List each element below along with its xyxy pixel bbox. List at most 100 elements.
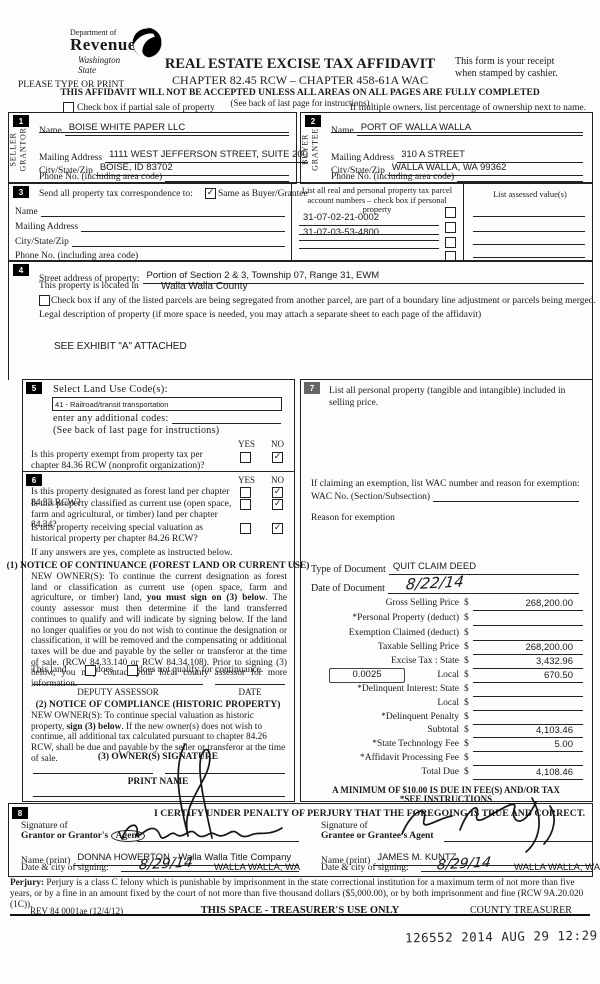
date-of-document-field[interactable]: 8/22/14 [387,572,579,594]
logo-agency-line1: Department of [70,28,117,37]
assessed-value-line-2[interactable] [473,231,585,232]
taxable-field[interactable]: 268,200.00 [473,642,583,655]
subtotal-label: Subtotal [427,725,459,735]
personal-deduct-field[interactable] [473,613,583,626]
s6-q3-no-checkbox[interactable]: ✓ [272,523,283,534]
seller-city-field[interactable]: BOISE, ID 83702 [95,157,289,176]
parcel-personal-checkbox-4[interactable] [445,251,456,262]
seller-mailing-label: Mailing Address [39,153,103,163]
gross-field[interactable]: 268,200.00 [473,598,583,611]
parcel-personal-checkbox-3[interactable] [445,237,456,248]
buyer-name2-field[interactable] [331,132,583,133]
does-not-qualify-checkbox[interactable] [127,665,138,676]
buyer-phone-field[interactable] [457,170,583,182]
excise-state-label: Excise Tax : State [390,656,459,666]
county-treasurer-label: COUNTY TREASURER [470,905,572,916]
penalty-field[interactable] [473,712,583,725]
s6-q1-yes-checkbox[interactable] [240,487,251,498]
seller-mailing-field[interactable]: 1111 WEST JEFFERSON STREET, SUITE 200 [105,144,308,163]
grantee-date-city-line[interactable] [421,871,592,872]
seller-grantor-box: 1 SELLER GRANTOR Name BOISE WHITE PAPER … [8,112,308,184]
continuance-text-a: NEW OWNER(S): To continue the current de… [31,572,287,604]
s6-q2-no-checkbox[interactable]: ✓ [272,499,283,510]
excise-state-field[interactable]: 3,432.96 [473,656,583,669]
grantee-name-print-field[interactable]: JAMES M. KUNTZ [373,847,592,866]
s6-q2-yes-checkbox[interactable] [240,499,251,510]
assessed-value-line-4[interactable] [473,257,585,258]
see-back-note: (See back of last page for instructions) [230,98,370,108]
corr-name-field[interactable] [40,205,285,217]
parcel-field-2[interactable]: 31-07-03-53-4800 [299,222,439,241]
section-6-number: 6 [26,474,42,486]
s6-q1-no-checkbox[interactable]: ✓ [272,487,283,498]
seller-city-value: BOISE, ID 83702 [99,162,173,173]
money-row-subtotal: Subtotal $ 4,103.46 [301,725,589,738]
corr-city-label: City/State/Zip [15,237,69,247]
s5-no-checkbox[interactable]: ✓ [272,452,283,463]
total-due-field[interactable]: 4,108.46 [473,767,583,780]
grantor-date-city-line[interactable] [121,871,299,872]
does-qualify-checkbox[interactable] [85,665,96,676]
deputy-date-line[interactable] [215,684,285,685]
s5-yes-checkbox[interactable] [240,452,251,463]
additional-codes-field[interactable] [171,412,281,424]
same-as-buyer-checkbox[interactable]: ✓ [205,188,216,199]
wac-number-field[interactable] [433,490,579,502]
parcel-personal-checkbox-1[interactable] [445,207,456,218]
seller-side-label: SELLER GRANTOR [9,117,30,181]
section3-divider-1 [291,183,292,261]
section-8-number: 8 [12,807,28,819]
seller-name2-field[interactable] [39,132,289,133]
grantor-name-print-field[interactable]: DONNA HOWERTON - Walla Walla Title Compa… [73,847,299,866]
does-label: does [96,665,114,675]
local-field[interactable]: 670.50 [473,670,583,683]
grantee-date-value: 8/29/14 [436,854,492,874]
grantee-signature-line[interactable] [444,841,592,842]
delinq-int-state-field[interactable] [473,684,583,697]
buyer-city-field[interactable]: WALLA WALLA, WA 99362 [387,157,583,176]
deputy-assessor-sign-line[interactable] [33,684,203,685]
money-row-taxable: Taxable Selling Price $ 268,200.00 [301,642,589,655]
assessed-value-line-3[interactable] [473,244,585,245]
grantor-signature-line[interactable] [137,841,299,842]
logo-agency-line2: Revenue [70,35,136,54]
assessed-value-line-1[interactable] [473,216,585,217]
parcel-field-1[interactable]: 31-07-02-21-0002 [299,207,439,226]
seller-phone-field[interactable] [165,170,289,182]
delinq-int-local-field[interactable] [473,698,583,711]
money-row-delinq-int-state: *Delinquent Interest: State $ [301,684,589,697]
type-of-document-field[interactable]: QUIT CLAIM DEED [388,556,579,575]
assessed-values-header: List assessed value(s) [493,189,567,199]
corr-mailing-field[interactable] [81,220,285,232]
money-row-gross: Gross Selling Price $ 268,200.00 [301,598,589,611]
money-row-exemption: Exemption Claimed (deduct) $ [301,628,589,641]
subtotal-field[interactable]: 4,103.46 [473,725,583,738]
local-label: Local [437,670,459,680]
owner-signature-line-2[interactable] [165,773,285,774]
owner-signature-line-1[interactable] [33,773,153,774]
perjury-text: Perjury is a class C felony which is pun… [10,878,584,910]
grantee-name-print-value: JAMES M. KUNTZ [377,852,457,863]
street-address-field[interactable]: Portion of Section 2 & 3, Township 07, R… [142,265,584,284]
buyer-name-field[interactable]: PORT OF WALLA WALLA [356,117,583,136]
buyer-mailing-value: 310 A STREET [401,149,465,160]
exemption-deduct-field[interactable] [473,628,583,641]
subtotal-value: 4,103.46 [536,725,573,736]
owner-signature-line-3[interactable] [33,796,285,797]
land-use-code-input[interactable]: 41 - Railroad/transit transportation [52,397,282,411]
seller-name-field[interactable]: BOISE WHITE PAPER LLC [64,117,289,136]
affidavit-fee-field[interactable] [473,753,583,766]
parcel-personal-checkbox-2[interactable] [445,222,456,233]
corr-city-field[interactable] [71,235,285,247]
corr-name-label: Name [15,207,38,217]
buyer-mailing-field[interactable]: 310 A STREET [397,144,583,163]
parcel-field-4[interactable] [299,234,439,235]
money-row-penalty: *Delinquent Penalty $ [301,712,589,725]
segregated-checkbox[interactable] [39,295,50,306]
seller-name-value: BOISE WHITE PAPER LLC [68,122,186,133]
parcel-field-3[interactable] [299,248,439,249]
buyer-name-label: Name [331,126,354,136]
tech-fee-field[interactable]: 5.00 [473,739,583,752]
section3-divider-2 [463,183,464,261]
s6-q3-yes-checkbox[interactable] [240,523,251,534]
